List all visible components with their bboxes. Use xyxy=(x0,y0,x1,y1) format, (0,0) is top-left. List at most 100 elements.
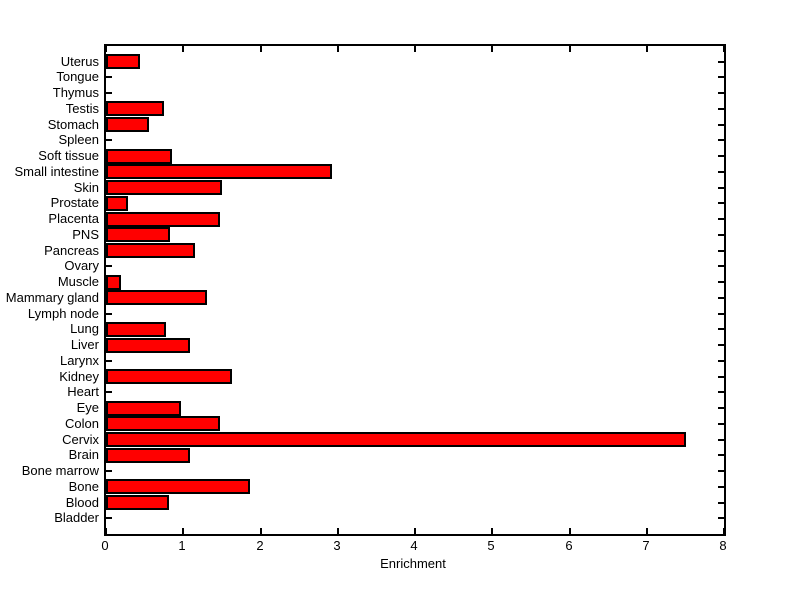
y-tick-label: Liver xyxy=(70,337,99,352)
y-tick-mark xyxy=(718,218,724,221)
x-tick-label: 2 xyxy=(256,538,264,553)
bar-stomach xyxy=(106,117,149,132)
x-tick-mark xyxy=(568,528,571,534)
x-tick-mark xyxy=(336,46,339,52)
y-tick-label: Tongue xyxy=(56,69,99,84)
y-tick-mark xyxy=(718,470,724,473)
y-tick-mark xyxy=(106,312,112,315)
y-tick-mark xyxy=(718,344,724,347)
x-tick-label: 7 xyxy=(642,538,650,553)
x-tick-label: 8 xyxy=(719,538,727,553)
y-tick-label: Blood xyxy=(65,495,99,510)
y-tick-mark xyxy=(106,76,112,79)
y-tick-label: Small intestine xyxy=(14,164,99,179)
y-tick-mark xyxy=(718,123,724,126)
bar-muscle xyxy=(106,275,121,290)
bar-pns xyxy=(106,227,170,242)
y-tick-mark xyxy=(106,470,112,473)
x-tick-mark xyxy=(723,528,725,534)
bar-lung xyxy=(106,322,166,337)
y-tick-mark xyxy=(718,407,724,410)
x-tick-label: 3 xyxy=(333,538,341,553)
bar-liver xyxy=(106,338,190,353)
y-tick-label: PNS xyxy=(72,227,99,242)
y-tick-mark xyxy=(718,501,724,504)
x-tick-mark xyxy=(182,528,185,534)
x-tick-mark xyxy=(259,46,262,52)
y-tick-mark xyxy=(718,107,724,110)
y-tick-mark xyxy=(106,359,112,362)
bar-skin xyxy=(106,180,222,195)
y-tick-mark xyxy=(718,391,724,394)
x-tick-mark xyxy=(259,528,262,534)
plot-area xyxy=(104,44,726,536)
bar-uterus xyxy=(106,54,140,69)
y-tick-mark xyxy=(718,186,724,189)
y-tick-mark xyxy=(718,76,724,79)
x-tick-label: 1 xyxy=(178,538,186,553)
x-tick-mark xyxy=(105,528,107,534)
bar-prostate xyxy=(106,196,128,211)
y-tick-mark xyxy=(718,265,724,268)
y-tick-label: Ovary xyxy=(64,258,99,273)
y-tick-mark xyxy=(718,375,724,378)
y-tick-mark xyxy=(718,60,724,63)
y-tick-label: Bladder xyxy=(54,510,99,525)
x-tick-label: 0 xyxy=(101,538,109,553)
y-tick-label: Lymph node xyxy=(27,306,99,321)
x-tick-mark xyxy=(336,528,339,534)
x-tick-mark xyxy=(414,46,416,52)
y-tick-mark xyxy=(106,517,112,520)
x-tick-label: 6 xyxy=(565,538,573,553)
y-tick-label: Pancreas xyxy=(44,243,99,258)
y-tick-label: Bone marrow xyxy=(21,463,99,478)
bar-eye xyxy=(106,401,181,416)
x-tick-mark xyxy=(723,46,725,52)
y-tick-label: Larynx xyxy=(59,353,99,368)
y-tick-mark xyxy=(718,296,724,299)
y-tick-mark xyxy=(718,233,724,236)
y-tick-mark xyxy=(718,202,724,205)
y-tick-label: Spleen xyxy=(58,132,99,147)
bar-pancreas xyxy=(106,243,195,258)
y-tick-mark xyxy=(718,422,724,425)
y-tick-mark xyxy=(718,312,724,315)
bar-cervix xyxy=(106,432,686,447)
x-tick-mark xyxy=(645,46,648,52)
x-tick-mark xyxy=(491,46,494,52)
y-tick-label: Eye xyxy=(76,400,99,415)
bar-blood xyxy=(106,495,169,510)
y-tick-mark xyxy=(718,139,724,142)
y-tick-mark xyxy=(718,438,724,441)
bar-brain xyxy=(106,448,190,463)
x-tick-label: 5 xyxy=(487,538,495,553)
x-axis-title: Enrichment xyxy=(380,556,446,571)
y-tick-mark xyxy=(106,391,112,394)
y-tick-label: Prostate xyxy=(50,195,99,210)
bar-kidney xyxy=(106,369,232,384)
y-tick-label: Soft tissue xyxy=(38,148,99,163)
bar-placenta xyxy=(106,212,220,227)
x-tick-mark xyxy=(491,528,494,534)
y-tick-label: Thymus xyxy=(52,85,99,100)
x-tick-mark xyxy=(105,46,107,52)
y-tick-mark xyxy=(106,265,112,268)
y-tick-label: Uterus xyxy=(60,54,99,69)
y-tick-label: Testis xyxy=(65,101,99,116)
y-tick-label: Kidney xyxy=(59,369,99,384)
y-tick-label: Stomach xyxy=(47,117,99,132)
bar-testis xyxy=(106,101,164,116)
y-tick-label: Skin xyxy=(73,180,99,195)
y-tick-label: Colon xyxy=(65,416,99,431)
y-tick-label: Cervix xyxy=(62,432,99,447)
y-tick-label: Heart xyxy=(67,384,99,399)
y-tick-mark xyxy=(718,281,724,284)
y-tick-mark xyxy=(718,454,724,457)
bar-mammary-gland xyxy=(106,290,207,305)
y-tick-mark xyxy=(718,170,724,173)
x-tick-mark xyxy=(182,46,185,52)
y-tick-mark xyxy=(718,517,724,520)
y-tick-label: Placenta xyxy=(48,211,99,226)
bar-colon xyxy=(106,416,220,431)
y-tick-mark xyxy=(718,249,724,252)
